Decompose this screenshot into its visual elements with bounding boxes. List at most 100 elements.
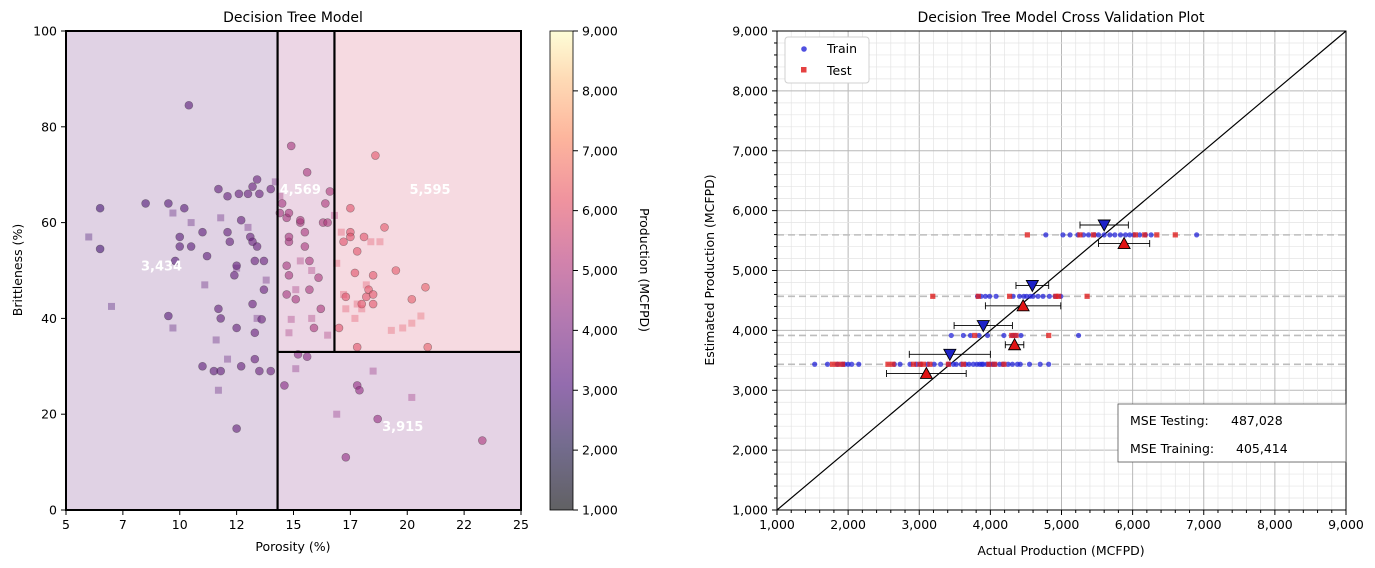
colorbar-tick-label: 8,000 — [582, 83, 618, 98]
test-point — [351, 314, 359, 322]
train-point — [282, 290, 291, 299]
test-marker — [920, 361, 927, 367]
train-point — [359, 232, 369, 242]
train-marker — [1005, 361, 1011, 367]
test-point — [296, 257, 304, 265]
train-marker — [970, 361, 976, 367]
train-point — [300, 227, 310, 237]
train-marker — [953, 361, 959, 367]
train-marker — [948, 332, 954, 339]
train-point — [230, 270, 239, 280]
train-point — [259, 256, 269, 266]
train-point — [368, 270, 378, 280]
train-point — [180, 203, 189, 213]
legend: Train Test — [784, 36, 870, 84]
train-point — [198, 227, 207, 237]
test-marker — [992, 361, 998, 367]
train-marker — [1043, 232, 1049, 238]
train-point — [380, 223, 389, 232]
right-chart: Decision Tree Model Cross Validation Plo… — [702, 10, 1364, 558]
test-marker — [910, 361, 917, 367]
y-tick-label: 6,000 — [732, 203, 768, 218]
test-point — [285, 329, 293, 337]
train-point — [305, 256, 314, 266]
test-point — [376, 238, 384, 246]
test-point — [342, 305, 350, 313]
test-point — [271, 178, 279, 186]
test-marker — [1056, 293, 1062, 299]
x-tick-label: 25 — [513, 517, 529, 532]
train-point — [214, 184, 223, 194]
train-point — [314, 273, 323, 282]
mse-testing-label: MSE Testing: — [1130, 413, 1209, 428]
colorbar-tick-label: 9,000 — [582, 24, 618, 39]
train-point — [350, 268, 360, 278]
train-point — [300, 242, 310, 251]
y-tick-label: 100 — [33, 24, 57, 39]
left-y-axis-label: Brittleness (%) — [10, 224, 25, 316]
test-marker — [829, 361, 836, 367]
train-point — [355, 385, 364, 395]
train-marker — [931, 361, 937, 367]
x-tick-label: 7 — [119, 517, 127, 532]
x-tick-label: 5,000 — [1044, 517, 1080, 532]
test-point — [214, 386, 222, 394]
test-marker — [1013, 332, 1019, 339]
train-point — [316, 304, 326, 314]
x-tick-label: 20 — [399, 517, 415, 532]
x-tick-label: 15 — [286, 517, 302, 532]
train-point — [280, 381, 289, 390]
decision-region — [277, 351, 521, 510]
test-mean-marker — [1117, 236, 1131, 250]
train-point — [346, 232, 355, 242]
x-tick-label: 12 — [229, 517, 245, 532]
region-label: 4,569 — [280, 183, 321, 198]
test-marker — [1053, 293, 1059, 299]
train-point — [252, 175, 262, 184]
train-mean-marker — [1025, 280, 1040, 293]
train-point — [341, 453, 351, 462]
mse-training-label: MSE Training: — [1130, 441, 1214, 456]
test-point — [233, 264, 241, 272]
train-point — [341, 292, 351, 302]
x-tick-label: 10 — [172, 517, 188, 532]
train-marker — [1137, 232, 1143, 238]
train-marker — [1117, 232, 1124, 238]
train-point — [371, 151, 380, 160]
train-point — [250, 354, 260, 364]
left-chart-title: Decision Tree Model — [223, 10, 363, 26]
region-label: 5,595 — [409, 183, 450, 198]
mse-testing-value: 487,028 — [1231, 413, 1283, 428]
right-y-axis-label: Estimated Production (MCFPD) — [702, 174, 717, 365]
train-point — [305, 285, 314, 294]
train-marker — [937, 361, 944, 367]
train-marker — [1017, 361, 1023, 367]
legend-train-label: Train — [826, 41, 857, 56]
x-tick-label: 17 — [342, 517, 358, 532]
test-point — [253, 314, 261, 322]
train-point — [255, 366, 264, 376]
train-marker — [845, 361, 851, 367]
train-point — [368, 299, 378, 309]
train-marker — [1101, 232, 1107, 238]
train-point — [284, 232, 294, 242]
train-marker — [1016, 293, 1023, 299]
train-point — [95, 244, 105, 254]
train-point — [277, 199, 287, 208]
train-point — [259, 285, 269, 294]
train-marker — [1035, 293, 1041, 299]
train-marker — [980, 361, 986, 367]
train-point — [391, 266, 401, 275]
test-point — [262, 276, 270, 284]
test-marker — [930, 293, 936, 299]
train-point — [334, 323, 344, 333]
train-marker — [997, 361, 1003, 367]
train-point — [175, 232, 185, 242]
test-point — [367, 238, 375, 246]
colorbar-ticks: 1,000 2,000 3,000 4,000 5,000 6,000 7,000 8,000… — [573, 24, 618, 518]
train-point — [95, 203, 105, 213]
test-marker — [960, 361, 966, 367]
train-point — [223, 227, 232, 237]
left-chart: Decision Tree Model 3,434 4,569 5,595 3,915… — [10, 10, 529, 554]
train-marker — [1037, 361, 1043, 367]
